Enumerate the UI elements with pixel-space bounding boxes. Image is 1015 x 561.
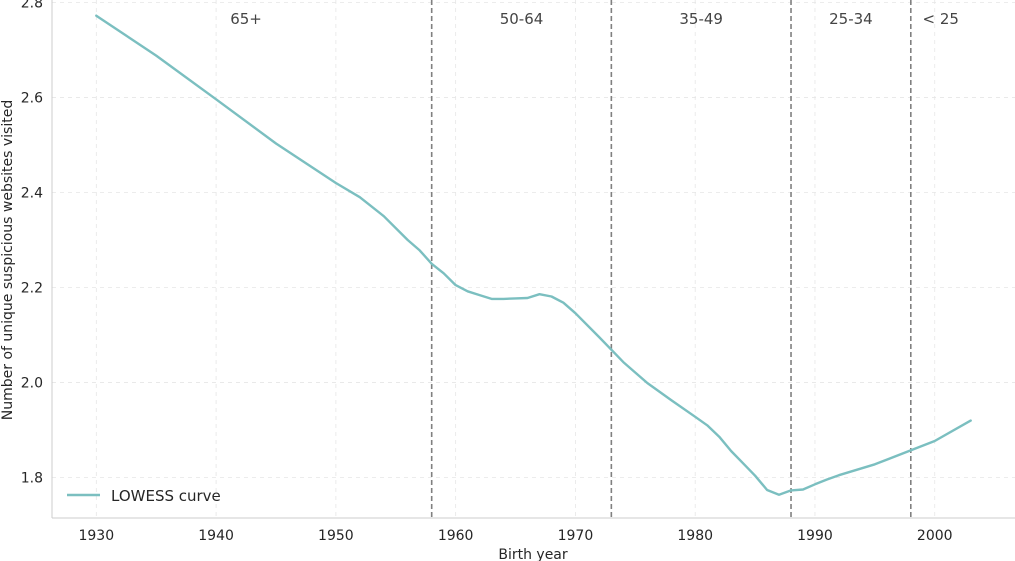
y-axis-ticks: 1.8 2.0 2.2 2.4 2.6 2.8 — [21, 0, 43, 487]
x-tick-label: 1950 — [318, 528, 354, 544]
age-group-labels: 65+ 50-64 35-49 25-34 < 25 — [230, 10, 959, 28]
x-tick-label: 2000 — [917, 528, 953, 544]
y-tick-label: 2.0 — [21, 376, 43, 392]
y-tick-label: 2.6 — [21, 90, 43, 106]
grid-lines — [52, 0, 1015, 518]
x-tick-label: 1980 — [677, 528, 713, 544]
legend-label-lowess: LOWESS curve — [111, 487, 221, 505]
axes-frame — [51, 0, 1015, 519]
age-group-label: < 25 — [923, 10, 959, 28]
y-tick-label: 2.4 — [21, 185, 43, 201]
y-tick-label: 2.8 — [21, 0, 43, 11]
x-axis-ticks: 1930 1940 1950 1960 1970 1980 1990 2000 — [78, 528, 952, 544]
x-tick-label: 1940 — [198, 528, 234, 544]
x-axis-label: Birth year — [498, 547, 568, 561]
age-group-label: 35-49 — [679, 10, 723, 28]
age-group-label: 65+ — [230, 10, 262, 28]
y-tick-label: 2.2 — [21, 281, 43, 297]
x-tick-label: 1970 — [558, 528, 594, 544]
series-layer — [95, 14, 972, 496]
y-tick-label: 1.8 — [21, 471, 43, 487]
x-tick-label: 1960 — [438, 528, 474, 544]
age-group-label: 25-34 — [829, 10, 873, 28]
age-group-dividers — [430, 0, 912, 518]
x-tick-label: 1930 — [78, 528, 114, 544]
age-group-label: 50-64 — [500, 10, 544, 28]
y-axis-label: Number of unique suspicious websites vis… — [0, 100, 16, 420]
lowess-curve-line — [95, 14, 972, 496]
legend: LOWESS curve — [67, 487, 221, 505]
x-tick-label: 1990 — [797, 528, 833, 544]
